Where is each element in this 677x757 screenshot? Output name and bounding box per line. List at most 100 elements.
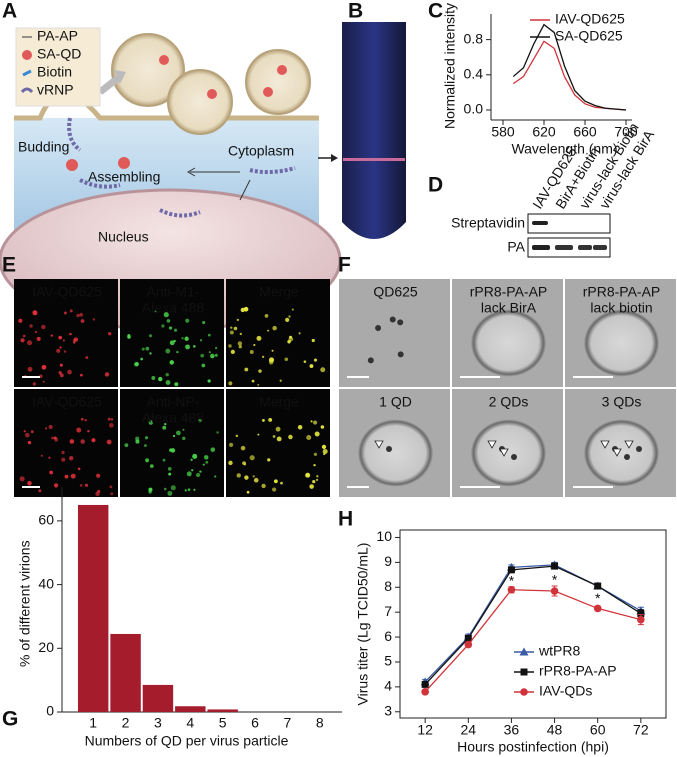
virion-image	[583, 309, 660, 377]
panel-label: E	[2, 254, 16, 277]
panel-label: F	[338, 254, 351, 277]
fluorescent-spot	[314, 431, 320, 437]
fluorescent-spot	[267, 329, 270, 332]
image-label: lack BirA	[481, 300, 537, 316]
fluorescent-spot	[69, 332, 72, 336]
virion	[167, 69, 233, 135]
fluorescent-spot	[261, 483, 266, 489]
virus-band	[343, 158, 405, 161]
fluorescent-spot	[170, 485, 176, 491]
image-label: lack biotin	[590, 300, 652, 316]
fluorescent-spot	[39, 374, 43, 378]
fluorescent-spot	[236, 318, 240, 322]
fluorescent-spot	[44, 427, 48, 430]
fluorescent-spot	[230, 326, 233, 329]
fluorescent-spot	[127, 334, 131, 338]
fluorescent-spot	[303, 360, 307, 363]
blot-frame	[527, 213, 611, 234]
fluorescent-spot	[80, 319, 85, 323]
fluorescent-spot	[145, 458, 150, 463]
fluorescent-spot	[313, 463, 316, 467]
image-label: 2 QDs	[489, 394, 529, 410]
fluorescent-spot	[251, 379, 255, 383]
fluorescent-spot	[202, 463, 205, 466]
arrow-head	[114, 70, 126, 84]
significance-mark: *	[595, 590, 601, 606]
marker	[464, 640, 473, 649]
panel-label: H	[338, 508, 353, 531]
fluorescent-spot	[149, 352, 152, 355]
legend-label: SA-QD	[37, 46, 81, 62]
fluorescent-spot	[49, 470, 54, 475]
vrnp	[67, 117, 82, 152]
legend-icon	[22, 50, 32, 60]
marker	[637, 609, 645, 617]
diagram-label: Assembling	[88, 169, 160, 185]
fluorescent-spot	[151, 376, 156, 380]
significance-mark: *	[552, 571, 558, 587]
fluorescent-spot	[69, 309, 73, 313]
fluorescent-spot	[176, 350, 179, 354]
fluorescent-spot	[67, 369, 72, 375]
fluorescent-spot	[41, 324, 46, 330]
fluorescent-spot	[315, 478, 319, 481]
fluorescent-spot	[19, 476, 25, 482]
fluorescent-spot	[229, 330, 234, 335]
em-image	[339, 279, 450, 387]
y-tick-label: 40	[38, 575, 54, 591]
qd-dot	[389, 316, 396, 323]
image-label: rPR8-PA-AP	[583, 284, 661, 300]
fluorescent-spot	[313, 452, 317, 456]
fluorescent-spot	[87, 429, 90, 433]
fluorescent-spot	[154, 309, 157, 313]
fluorescent-spot	[191, 469, 194, 472]
legend-label: SA-QD625	[555, 28, 623, 44]
y-tick-label: 5	[384, 653, 392, 669]
fluorescent-spot	[145, 346, 150, 351]
fluorescent-spot	[196, 472, 201, 478]
panel-label: B	[348, 0, 363, 23]
fluorescent-spot	[163, 312, 169, 318]
fluorescent-spot	[97, 489, 101, 494]
fluorescent-spot	[107, 417, 111, 421]
legend-box	[15, 27, 101, 107]
fluorescent-spot	[144, 444, 147, 447]
y-axis-label: Virus titer (Lg TCID50/mL)	[355, 543, 371, 706]
marker	[550, 587, 559, 595]
significance-mark: *	[509, 573, 515, 589]
fluorescent-spot	[306, 434, 312, 441]
tube-image	[318, 22, 406, 239]
fluorescent-spot	[54, 437, 59, 442]
fluorescent-spot	[275, 426, 281, 432]
fluorescent-spot	[240, 445, 246, 451]
fluorescent-spot	[298, 332, 301, 335]
marker	[421, 680, 429, 688]
fluorescent-spot	[27, 440, 32, 445]
x-axis-label: Hours postinfection (hpi)	[457, 739, 609, 755]
fluorescent-spot	[167, 467, 172, 471]
panel-label: D	[428, 174, 443, 197]
image-label: Alexa 488	[142, 300, 204, 316]
x-tick-label: 72	[633, 722, 649, 738]
image-label: IAV-QD625	[32, 284, 102, 300]
fluorescent-spot	[208, 351, 211, 354]
fluorescent-spot	[162, 425, 167, 430]
x-tick-label: 700	[614, 124, 638, 140]
fluorescent-spot	[42, 380, 45, 383]
x-tick-label: 7	[284, 715, 292, 731]
fluorescent-spot	[207, 379, 211, 383]
fluorescent-spot	[124, 443, 129, 448]
fluorescent-spot	[165, 348, 171, 354]
fluorescent-spot	[216, 431, 219, 434]
fluorescent-spot	[309, 364, 314, 368]
plot-frame	[399, 529, 667, 719]
fluorescent-spot	[184, 489, 187, 492]
fluorescent-spot	[310, 420, 313, 423]
fluorescent-spot	[61, 457, 66, 462]
fluorescent-spot	[162, 458, 166, 462]
blot-band	[555, 245, 573, 250]
fluorescent-spot	[59, 373, 64, 378]
fluorescent-spot	[63, 350, 67, 353]
bar	[142, 684, 174, 712]
